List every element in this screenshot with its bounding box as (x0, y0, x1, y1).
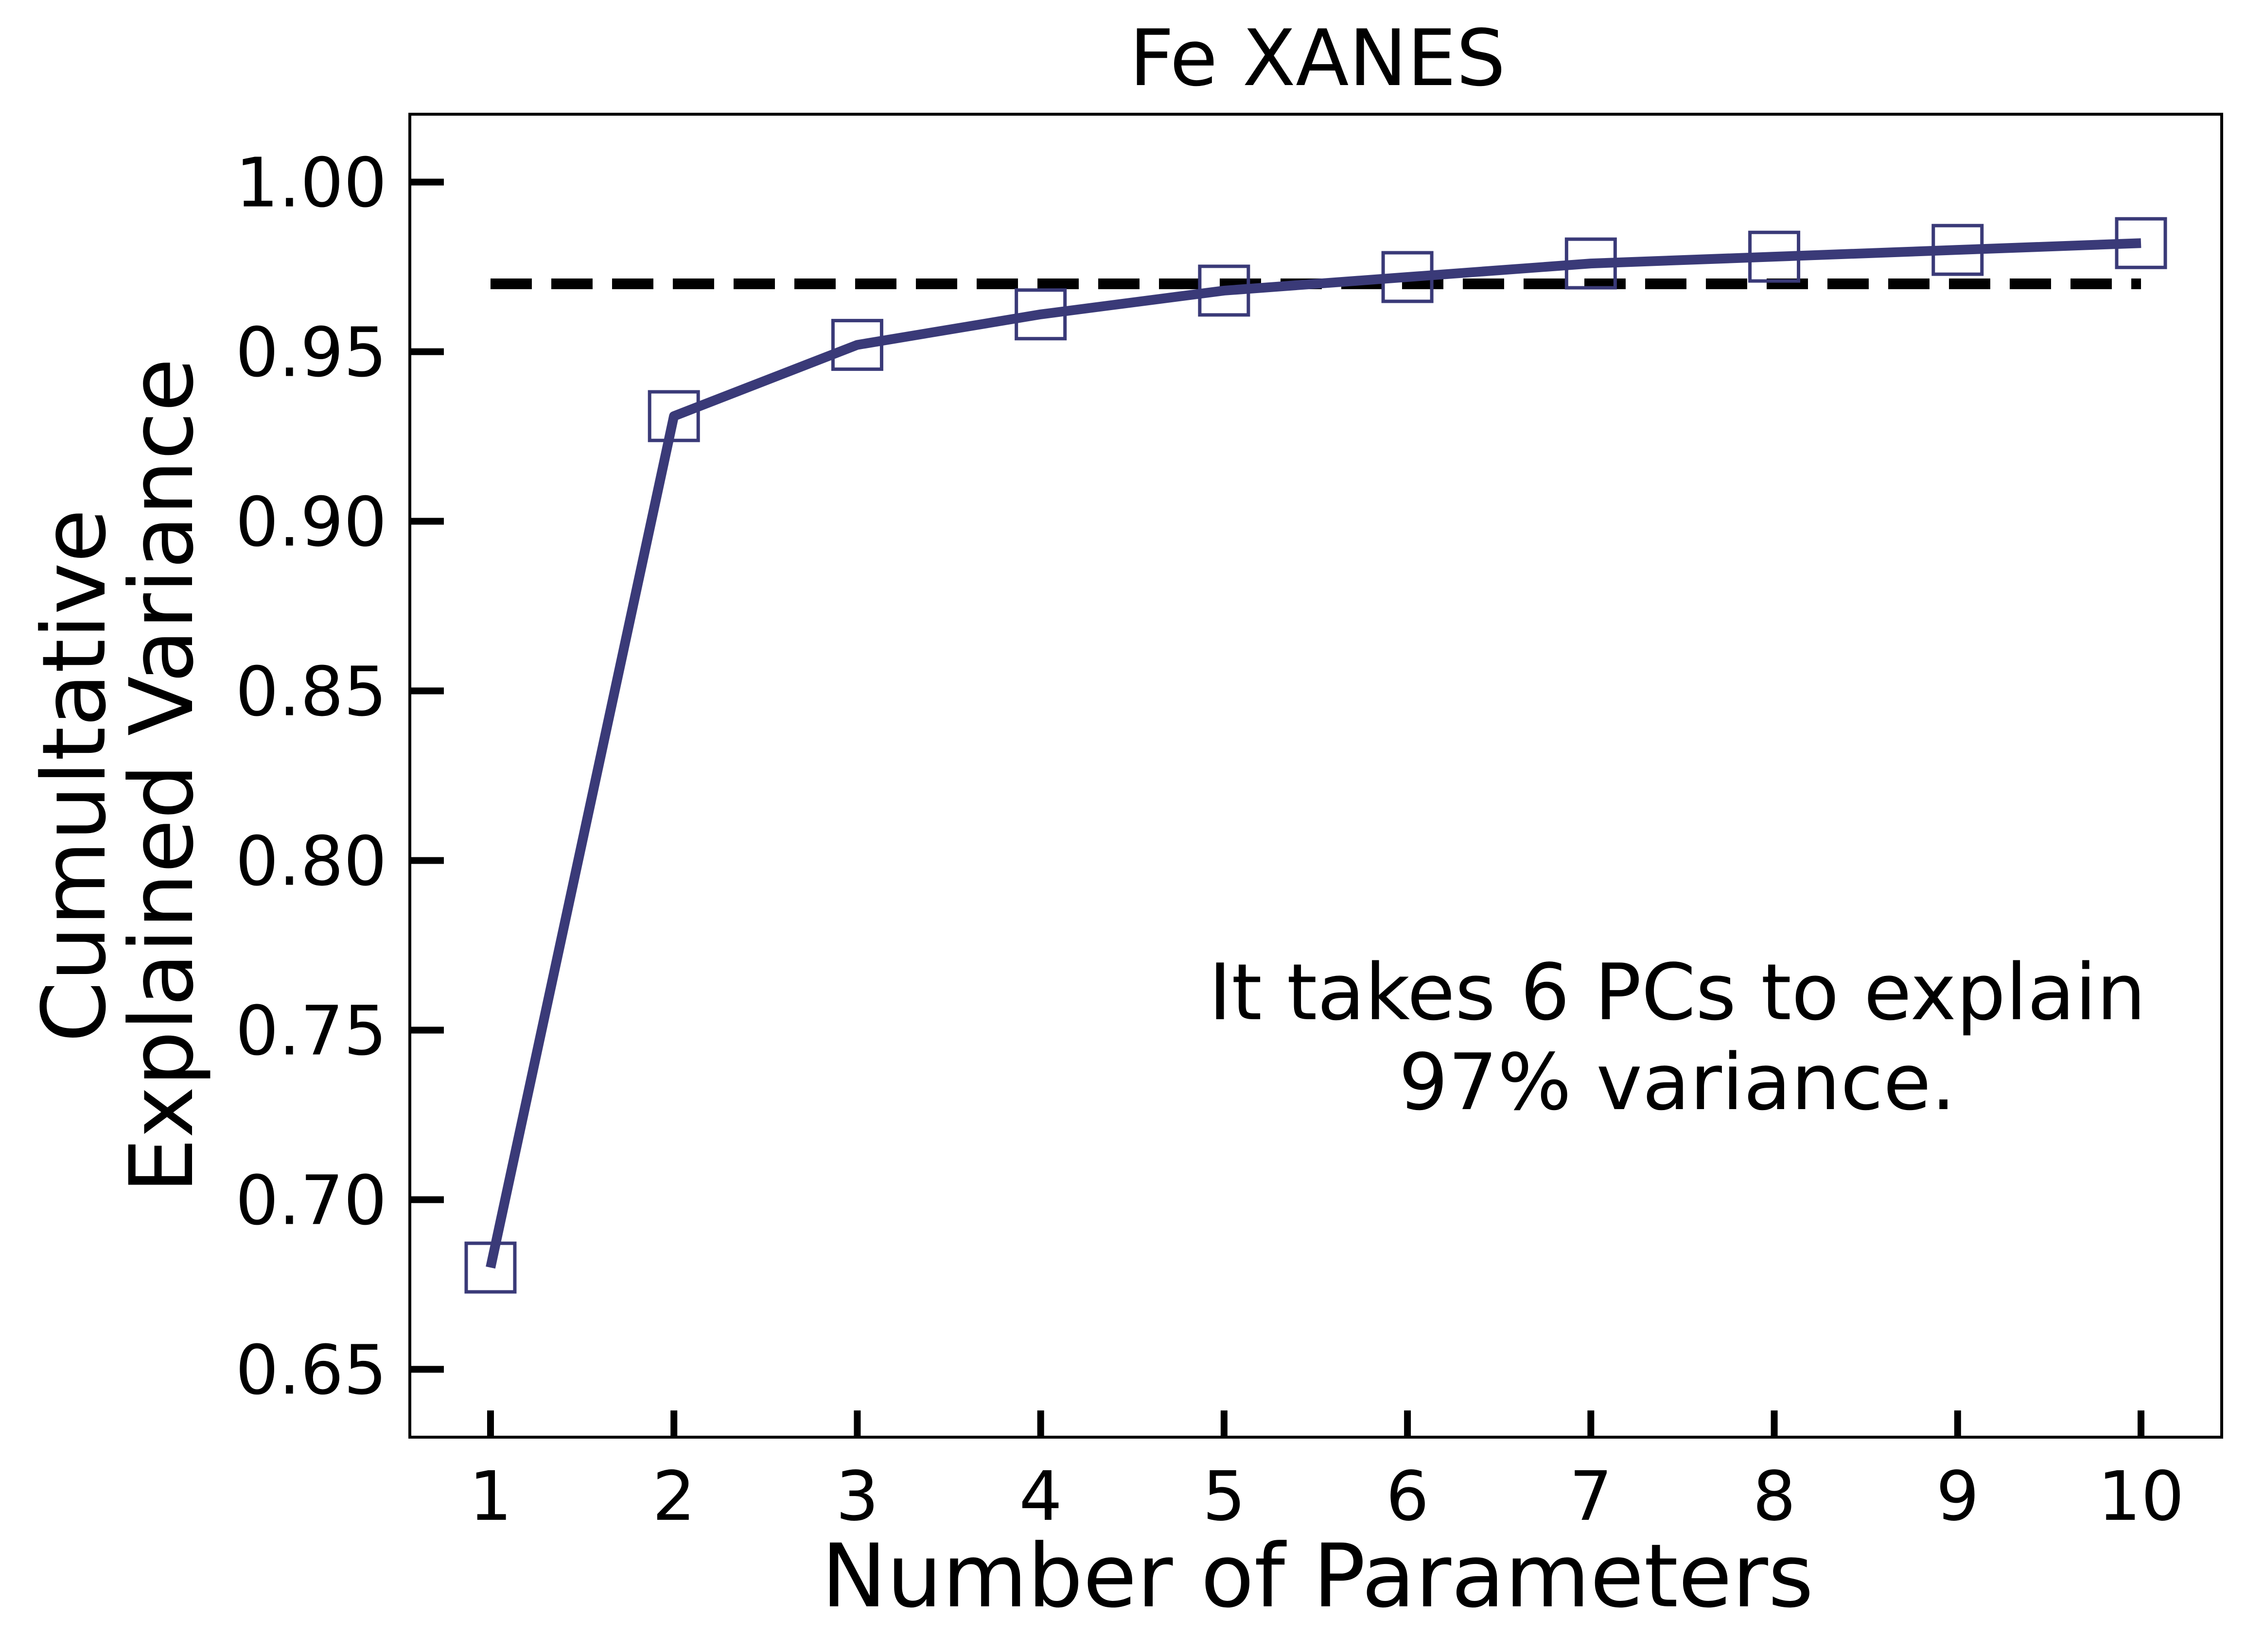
data-point-marker (1564, 237, 1617, 290)
data-point-marker (1198, 264, 1250, 317)
data-point-marker (1381, 251, 1434, 303)
annotation-line-1: It takes 6 PCs to explain (1209, 947, 2146, 1038)
y-axis-label-line-1: Cumultative (24, 509, 125, 1043)
x-tick-label: 5 (1202, 1457, 1246, 1536)
annotation-line-2: 97% variance. (1399, 1037, 1956, 1128)
y-tick-label: 0.75 (235, 991, 387, 1071)
y-axis: 0.65 0.70 0.75 0.80 0.85 0.90 0.95 1.00 (235, 144, 444, 1410)
data-point-marker (1748, 230, 1801, 283)
y-tick-label: 0.65 (235, 1331, 387, 1410)
y-tick-label: 0.95 (235, 313, 387, 393)
y-tick-label: 1.00 (235, 144, 387, 223)
x-tick-label: 7 (1569, 1457, 1613, 1536)
data-point-marker (2115, 217, 2167, 269)
x-axis-label: Number of Parameters (821, 1526, 1813, 1627)
x-tick-label: 4 (1019, 1457, 1062, 1536)
data-point-marker (1931, 224, 1984, 276)
data-point-marker (648, 390, 700, 442)
plot-area (464, 217, 2167, 1294)
chart-title: Fe XANES (1129, 13, 1506, 104)
y-tick-label: 0.90 (235, 483, 387, 562)
annotation: It takes 6 PCs to explain 97% variance. (1209, 947, 2146, 1128)
data-point-marker (464, 1241, 517, 1294)
x-axis: 1 2 3 4 5 6 7 8 9 10 (469, 1410, 2184, 1536)
series-line (486, 238, 2141, 1269)
data-point-marker (831, 319, 883, 371)
y-tick-label: 0.85 (235, 653, 387, 732)
y-tick-label: 0.80 (235, 822, 387, 901)
x-tick-label: 3 (836, 1457, 879, 1536)
x-tick-label: 2 (652, 1457, 696, 1536)
plot-frame (408, 113, 2223, 1439)
x-tick-label: 8 (1753, 1457, 1796, 1536)
x-tick-label: 6 (1386, 1457, 1429, 1536)
y-tick-label: 0.70 (235, 1161, 387, 1240)
x-tick-label: 1 (469, 1457, 512, 1536)
y-axis-label-line-2: Explained Variance (111, 358, 213, 1194)
y-axis-label: Cumultative Explained Variance (24, 358, 213, 1194)
data-point-marker (1015, 288, 1067, 341)
x-tick-label: 9 (1936, 1457, 1979, 1536)
x-tick-label: 10 (2098, 1457, 2184, 1536)
